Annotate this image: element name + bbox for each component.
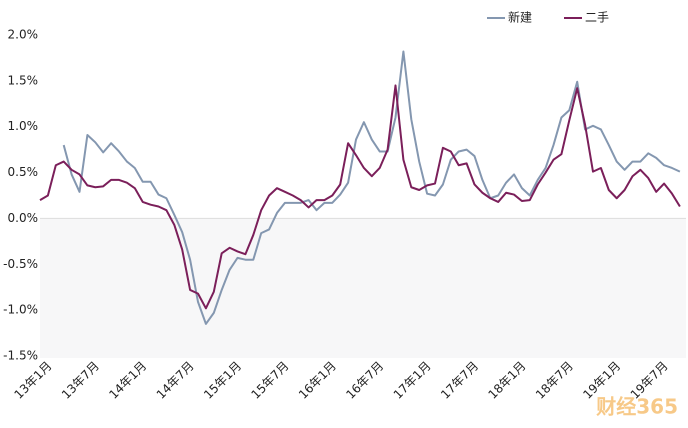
legend-label: 新建 [508, 10, 532, 25]
y-tick-label: 1.0% [8, 119, 39, 133]
x-tick-label: 14年1月 [106, 359, 149, 402]
legend-label: 二手 [585, 11, 609, 25]
x-tick-label: 15年1月 [201, 359, 244, 402]
y-tick-label: 1.5% [8, 73, 39, 87]
watermark: 财经365 [596, 395, 678, 419]
series-line [62, 50, 681, 325]
x-tick-label: 18年7月 [533, 359, 576, 402]
y-tick-label: 2.0% [8, 28, 39, 42]
plot-shade [40, 218, 686, 358]
x-tick-label: 14年7月 [154, 359, 197, 402]
x-tick-label: 16年1月 [296, 359, 339, 402]
y-tick-label: -1.0% [3, 303, 38, 317]
series-line [39, 84, 681, 310]
x-tick-label: 17年7月 [438, 359, 481, 402]
x-tick-label: 15年7月 [249, 359, 292, 402]
x-tick-label: 13年1月 [12, 359, 55, 402]
y-tick-label: 0.5% [8, 165, 39, 179]
x-tick-label: 16年7月 [343, 359, 386, 402]
x-tick-label: 17年1月 [391, 359, 434, 402]
x-tick-label: 13年7月 [59, 359, 102, 402]
x-tick-label: 18年1月 [486, 359, 529, 402]
y-tick-label: -0.5% [3, 257, 38, 271]
y-tick-label: -1.5% [3, 349, 38, 363]
y-tick-label: 0.0% [8, 211, 39, 225]
